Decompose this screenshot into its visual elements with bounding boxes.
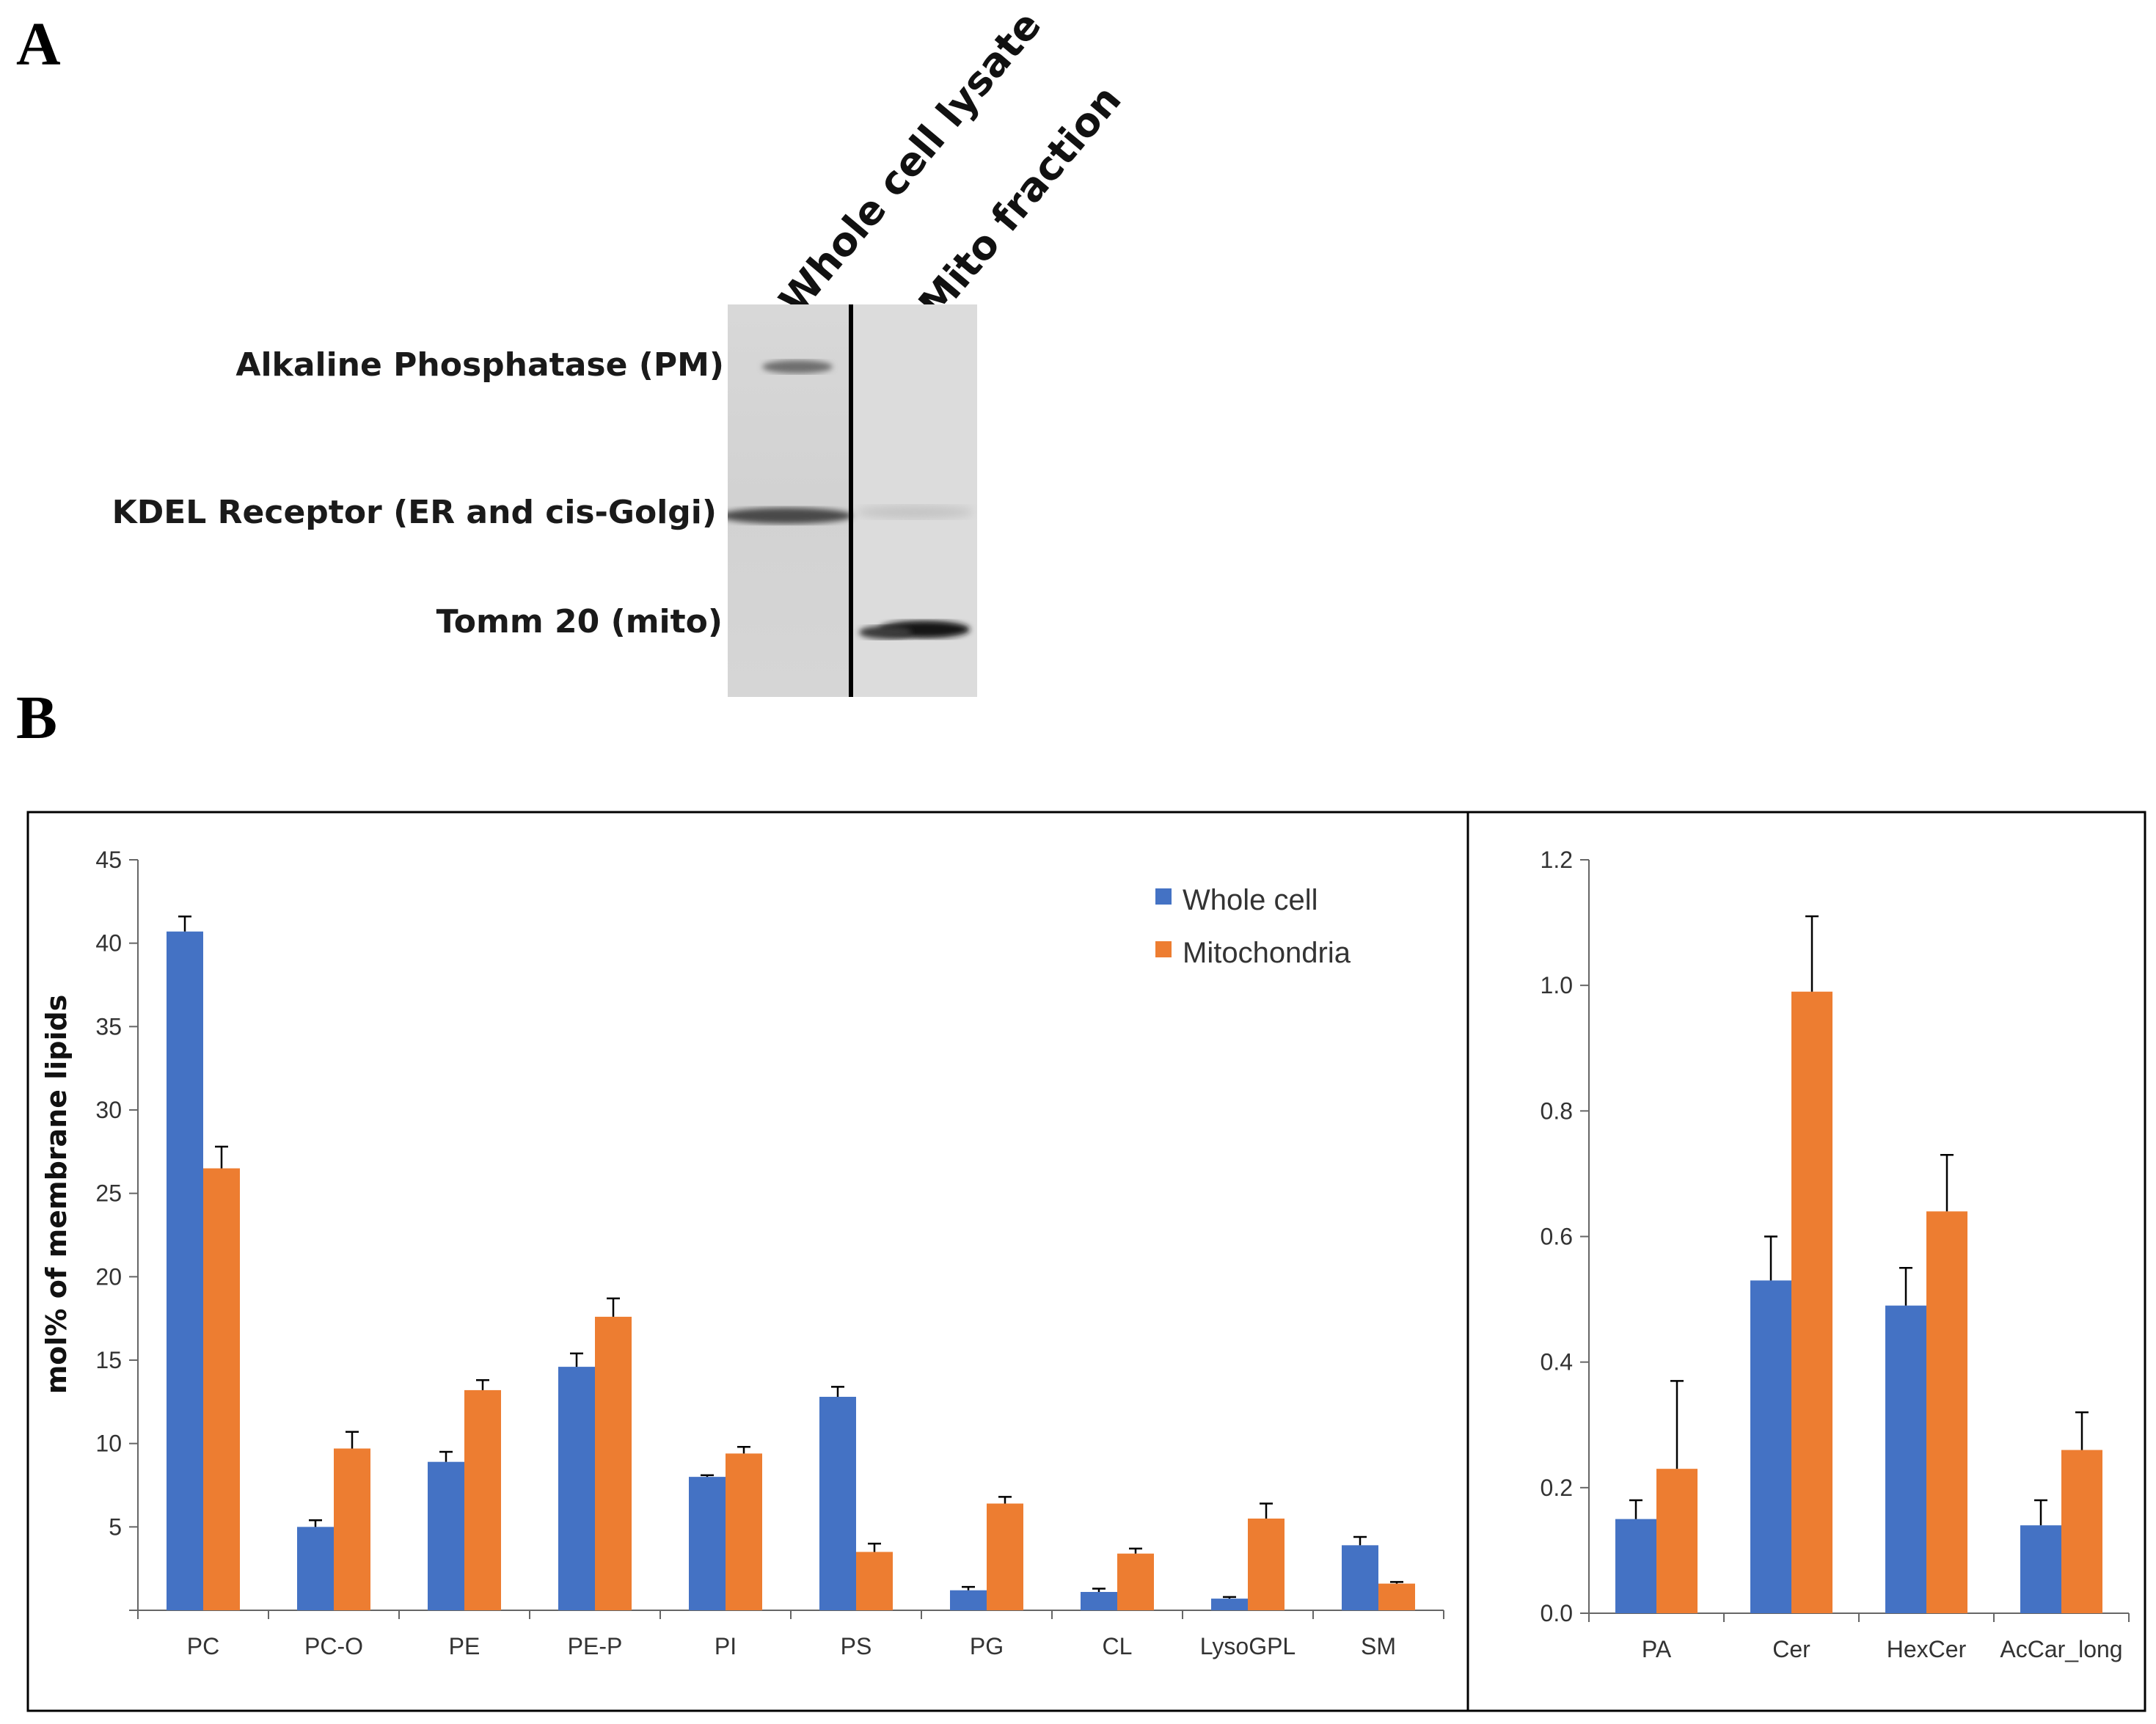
right-y-tick-label: 0.8 [1541, 1097, 1573, 1124]
right-chart: 0.0 0.2 0.4 0.6 0.8 1.0 1.2 PA Cer HexCer AcCar_lo… [1541, 847, 2130, 1662]
left-y-tick-label: 25 [95, 1180, 122, 1207]
right-y-tick-label: 0.4 [1541, 1349, 1573, 1376]
left-bar-PE-mitochondria [464, 1389, 501, 1610]
left-x-label-CL: CL [1103, 1633, 1133, 1659]
right-bar-Cer-mitochondria [1791, 991, 1832, 1613]
right-bar-PA-mitochondria [1656, 1469, 1698, 1613]
left-y-tick-label: 5 [109, 1513, 122, 1540]
left-x-label-PE-P: PE-P [568, 1633, 623, 1659]
left-bar-PI-mitochondria [726, 1453, 762, 1610]
left-y-tick-label: 40 [95, 930, 122, 957]
band-alkaline-phosphatase [762, 360, 833, 373]
right-x-label-PA: PA [1642, 1636, 1672, 1662]
left-bar-PI-whole-cell [689, 1477, 726, 1610]
legend-swatch-whole-cell [1155, 888, 1172, 905]
left-bar-SM-mitochondria [1378, 1583, 1415, 1610]
left-bar-SM-whole-cell [1342, 1545, 1378, 1610]
left-y-tick-label: 30 [95, 1097, 122, 1123]
right-x-label-AcCar_long: AcCar_long [2000, 1636, 2122, 1662]
band-label-tomm20: Tomm 20 (mito) [436, 603, 723, 640]
left-x-label-PC-O: PC-O [304, 1633, 363, 1659]
left-x-label-PE: PE [449, 1633, 480, 1659]
left-bar-LysoGPL-mitochondria [1248, 1518, 1285, 1610]
legend-label-mitochondria: Mitochondria [1183, 937, 1351, 969]
left-bar-CL-mitochondria [1117, 1553, 1154, 1610]
left-bar-PS-whole-cell [819, 1397, 856, 1610]
left-y-tick-label: 20 [95, 1263, 122, 1290]
legend: Whole cell Mitochondria [1155, 884, 1351, 969]
left-bar-PE-P-mitochondria [595, 1316, 632, 1610]
left-bar-PE-P-whole-cell [558, 1367, 595, 1610]
right-y-tick-label: 0.0 [1541, 1600, 1573, 1626]
left-y-tick-label: 45 [95, 847, 122, 873]
legend-swatch-mitochondria [1155, 941, 1172, 957]
right-bar-PA-whole-cell [1615, 1519, 1656, 1613]
right-bar-HexCer-whole-cell [1885, 1305, 1926, 1613]
left-x-label-PG: PG [970, 1633, 1004, 1659]
left-y-tick-label: 35 [95, 1013, 122, 1040]
left-chart: 5 10 15 20 25 30 35 40 45 PC PC-O PE PE-P PI PS PG CL Lys… [95, 847, 1444, 1659]
left-y-tick-label: 10 [95, 1431, 122, 1457]
legend-label-whole-cell: Whole cell [1183, 884, 1318, 916]
right-bar-AcCar_long-whole-cell [2020, 1525, 2061, 1613]
left-bar-PC-whole-cell [167, 931, 203, 1610]
band-tomm20-tail [859, 626, 912, 639]
left-bar-PC-O-mitochondria [334, 1448, 370, 1610]
right-x-label-Cer: Cer [1772, 1636, 1810, 1662]
right-y-tick-label: 0.2 [1541, 1475, 1573, 1501]
left-bar-PS-mitochondria [856, 1552, 893, 1610]
right-x-label-HexCer: HexCer [1887, 1636, 1967, 1662]
right-bar-Cer-whole-cell [1750, 1280, 1791, 1613]
left-bar-CL-whole-cell [1081, 1591, 1117, 1610]
left-x-label-PI: PI [715, 1633, 737, 1659]
left-bar-PC-O-whole-cell [297, 1527, 334, 1610]
panel-a-letter: A [16, 10, 61, 78]
right-bar-HexCer-mitochondria [1926, 1211, 1967, 1613]
right-bar-AcCar_long-mitochondria [2061, 1450, 2102, 1613]
left-bar-PG-whole-cell [950, 1590, 987, 1610]
right-y-tick-label: 0.6 [1541, 1224, 1573, 1250]
right-y-tick-label: 1.2 [1541, 847, 1573, 873]
left-bar-PE-whole-cell [428, 1461, 464, 1610]
band-kdel-faint [856, 505, 973, 519]
left-x-label-PS: PS [841, 1633, 872, 1659]
left-x-label-SM: SM [1361, 1633, 1396, 1659]
band-kdel-receptor [728, 508, 852, 524]
left-bar-PG-mitochondria [987, 1503, 1023, 1610]
left-x-label-PC: PC [187, 1633, 219, 1659]
y-axis-label: mol% of membrane lipids [40, 995, 73, 1395]
panel-b-letter: B [16, 684, 58, 752]
chart-frame [26, 811, 2146, 1712]
left-y-tick-label: 15 [95, 1347, 122, 1373]
western-blot-image [728, 304, 977, 697]
band-label-kdel-receptor: KDEL Receptor (ER and cis-Golgi) [112, 494, 717, 531]
left-bar-LysoGPL-whole-cell [1211, 1599, 1248, 1610]
band-label-alkaline-phosphatase: Alkaline Phosphatase (PM) [235, 346, 724, 384]
left-x-label-LysoGPL: LysoGPL [1200, 1633, 1296, 1659]
left-bar-PC-mitochondria [203, 1168, 240, 1610]
right-y-tick-label: 1.0 [1541, 972, 1573, 998]
